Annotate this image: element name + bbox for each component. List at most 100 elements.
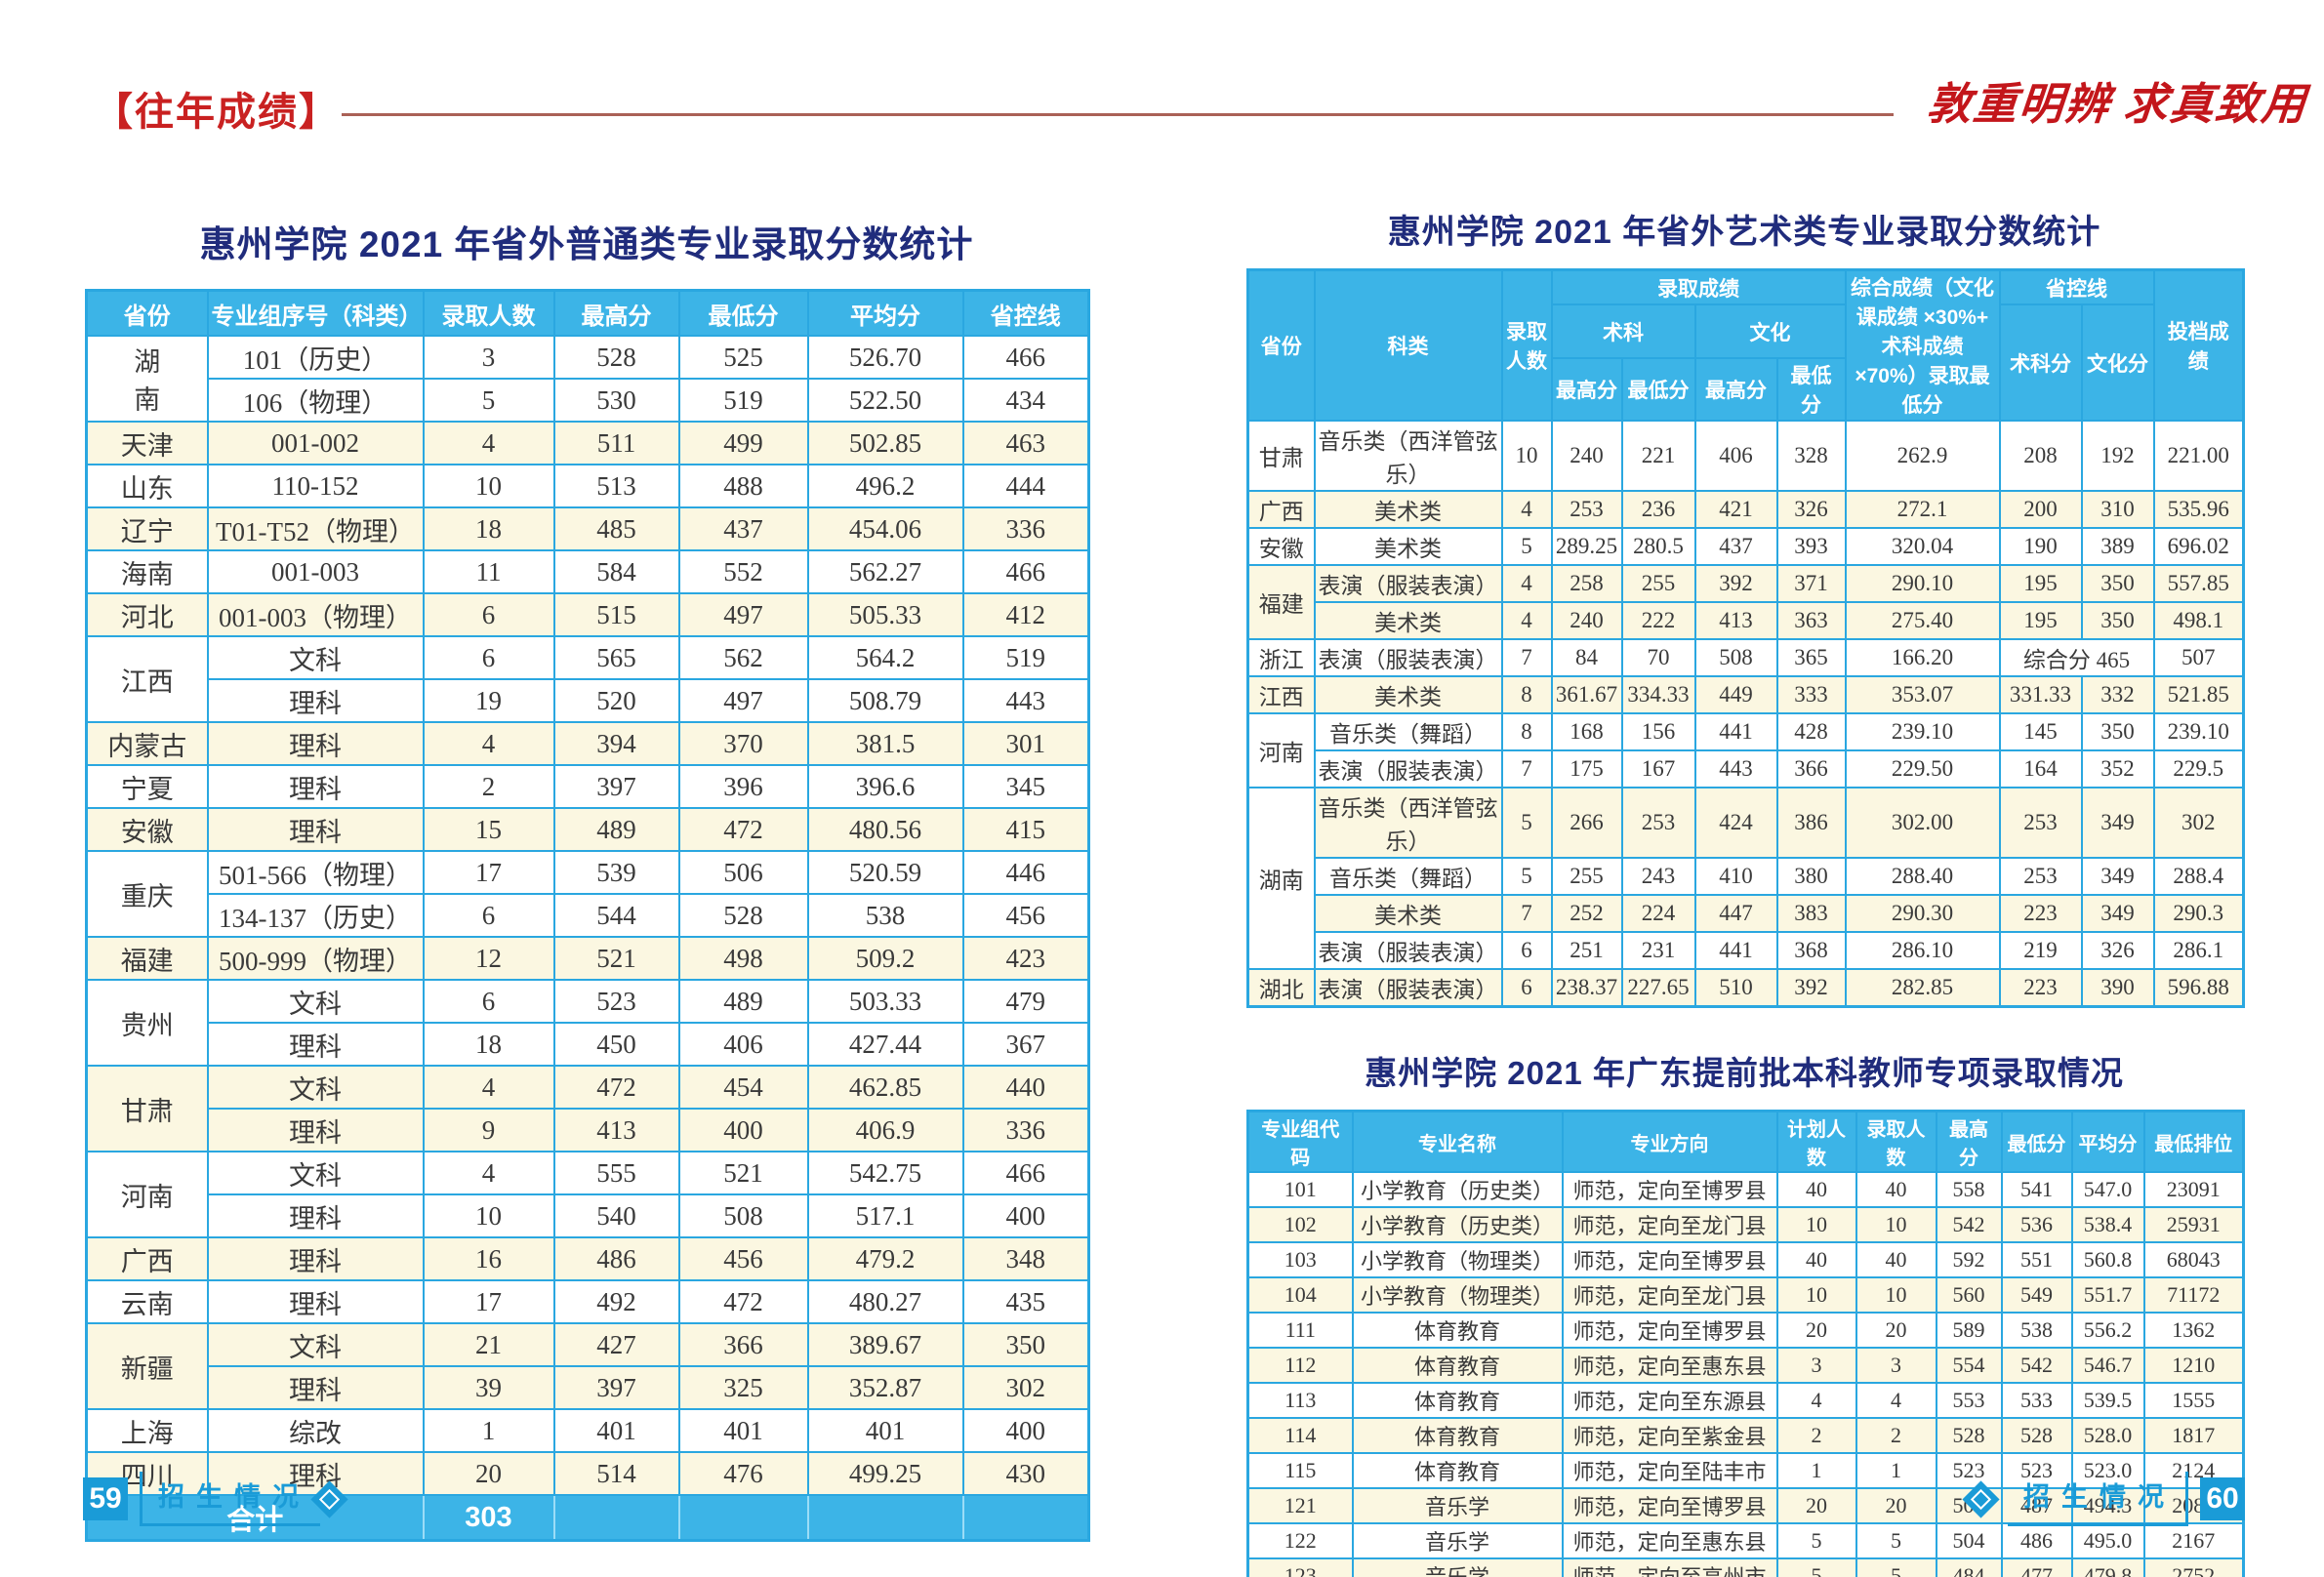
cell: 592 <box>1935 1241 2003 1278</box>
cell: 25931 <box>2142 1206 2245 1243</box>
cell: 526.70 <box>806 335 964 380</box>
cell: 456 <box>677 1236 809 1281</box>
cell: 392 <box>1775 968 1847 1008</box>
table-row: 广西 美术类 4 253 236 421 326 272.1 200 310 535.96 <box>1246 490 2245 529</box>
left-column: 惠州学院 2021 年省外普通类专业录取分数统计 省份 专业组序号（科类） 录取人数… <box>85 215 1090 1542</box>
section-title: 【往年成绩】 <box>94 91 340 134</box>
cell: 427.44 <box>806 1022 964 1067</box>
cell: 331.33 <box>1998 675 2083 714</box>
cell: 师范，定向至龙门县 <box>1561 1276 1778 1314</box>
header-row: 省份 科类 录取人数 录取成绩 综合成绩（文化课成绩 ×30%+ 术科成绩 ×70%）录… <box>1246 268 2245 422</box>
cell: 体育教育 <box>1351 1417 1564 1454</box>
cell: 501-566（物理） <box>206 850 425 895</box>
header-cell: 综合成绩（文化课成绩 ×30%+ 术科成绩 ×70%）录取最低分 <box>1844 268 2001 422</box>
cell: 综合分 465 <box>1998 638 2155 677</box>
header-cell: 科类 <box>1313 268 1503 422</box>
table-row: 福建 表演（服装表演） 4 258 255 392 371 290.10 195 350 557.8… <box>1246 564 2245 640</box>
cell: 253 <box>1998 857 2083 896</box>
cell: 体育教育 <box>1351 1312 1564 1349</box>
header-row: 术科 文化 术科分 文化分 <box>1248 303 2244 422</box>
cell: 558 <box>1935 1171 2003 1208</box>
cell: 507 <box>2152 638 2245 677</box>
art-table-title: 惠州学院 2021 年省外艺术类专业录取分数统计 <box>1387 214 2101 251</box>
cell: 394 <box>552 721 680 766</box>
cell: 450 <box>552 1022 680 1067</box>
cell: 71172 <box>2142 1276 2245 1314</box>
cell: 397 <box>552 764 680 809</box>
cell: 521 <box>552 936 680 981</box>
cell: 463 <box>961 421 1090 465</box>
table-row: 112 体育教育 师范，定向至惠东县 3 3 554 542 546.7 1210 <box>1246 1347 2245 1384</box>
cell: 413 <box>1693 601 1778 640</box>
cell: 413 <box>552 1108 680 1152</box>
cell: 师范，定向至龙门县 <box>1561 1206 1778 1243</box>
cell: 2167 <box>2142 1522 2245 1559</box>
cell: 472 <box>552 1065 680 1110</box>
cell: 5 <box>1775 1557 1857 1577</box>
cell: 380 <box>1775 857 1847 896</box>
header-cell: 投档成绩 <box>2152 268 2245 422</box>
header-divider-line <box>342 113 1894 116</box>
cell: 110-152 <box>206 464 425 508</box>
cell: 562 <box>677 635 809 680</box>
cell: 290.30 <box>1844 894 2001 933</box>
cell: 113 <box>1246 1382 1354 1419</box>
cell: 503.33 <box>806 979 964 1024</box>
cell: 208 <box>1998 420 2083 492</box>
cell: 272.1 <box>1844 490 2001 529</box>
cell <box>552 1494 680 1542</box>
cell: 540 <box>552 1193 680 1238</box>
cell: 240 <box>1550 601 1623 640</box>
cell: 理科 <box>206 764 425 809</box>
cell: 河南 <box>85 1151 209 1238</box>
cell: 528.0 <box>2070 1417 2145 1454</box>
cell: 江西 <box>1246 675 1316 714</box>
cell: 236 <box>1620 490 1696 529</box>
cell: 412 <box>961 592 1090 637</box>
table-row: 江西 文科 6 565 562 564.2 519 <box>85 635 1090 723</box>
cell: 师范，定向至高州市 <box>1561 1557 1778 1577</box>
cell <box>806 1494 964 1542</box>
cell: 336 <box>961 1108 1090 1152</box>
cell: 508 <box>677 1193 809 1238</box>
cell: 安徽 <box>85 807 209 852</box>
cell: 505.33 <box>806 592 964 637</box>
cell: 443 <box>961 678 1090 723</box>
cell: 332 <box>2080 675 2155 714</box>
cell: 243 <box>1620 857 1696 896</box>
table-row: 甘肃 文科 4 472 454 462.85 440 <box>85 1065 1090 1152</box>
table-row: 重庆 501-566（物理） 17 539 506 520.59 446 <box>85 850 1090 938</box>
cell: 504 <box>1935 1522 2003 1559</box>
cell: 2752 <box>2142 1557 2245 1577</box>
cell: 166.20 <box>1844 638 2001 677</box>
header-cell: 省份 <box>1246 268 1316 422</box>
cell: 内蒙古 <box>85 721 209 766</box>
cell: 437 <box>1693 527 1778 566</box>
cell: 23091 <box>2142 1171 2245 1208</box>
cell: 1362 <box>2142 1312 2245 1349</box>
table-row: 内蒙古 理科 4 394 370 381.5 301 <box>85 721 1090 766</box>
cell: 400 <box>961 1193 1090 1238</box>
cell: 理科 <box>206 1365 425 1410</box>
cell: 甘肃 <box>85 1065 209 1152</box>
cell: 525 <box>677 335 809 380</box>
cell: 15 <box>422 807 555 852</box>
cell: 406 <box>677 1022 809 1067</box>
cell: 5 <box>1500 857 1553 896</box>
cell: 280.5 <box>1620 527 1696 566</box>
cell: 495.0 <box>2070 1522 2145 1559</box>
cell: 389 <box>2080 527 2155 566</box>
cell: 334.33 <box>1620 675 1696 714</box>
cell: 音乐学 <box>1351 1557 1564 1577</box>
cell: 文科 <box>206 1151 425 1195</box>
cell: 广西 <box>85 1236 209 1281</box>
cell: 392 <box>1693 564 1778 603</box>
table-row: 宁夏 理科 2 397 396 396.6 345 <box>85 764 1090 809</box>
cell: 001-002 <box>206 421 425 465</box>
cell: 6 <box>422 893 555 938</box>
cell: 195 <box>1998 564 2083 603</box>
cell: 227.65 <box>1620 968 1696 1008</box>
cell: 121 <box>1246 1487 1354 1524</box>
cell: 17 <box>422 1279 555 1324</box>
cell: 师范，定向至惠东县 <box>1561 1347 1778 1384</box>
